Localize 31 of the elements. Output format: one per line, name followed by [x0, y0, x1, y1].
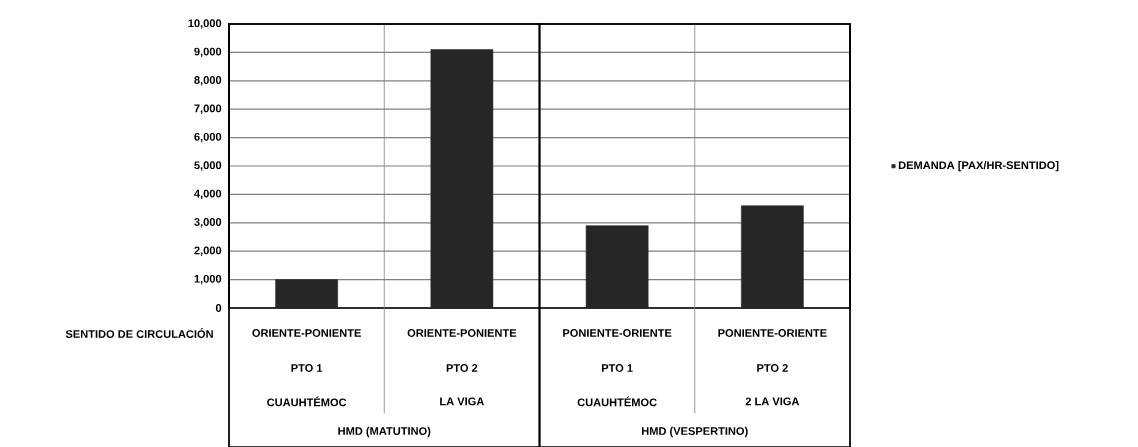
x-tick-label: ORIENTE-PONIENTE: [252, 329, 361, 337]
y-tick-label: 7,000: [194, 104, 222, 114]
text: 2 LA VIGA: [745, 397, 800, 406]
y-tick-label: 0: [215, 304, 222, 312]
legend-label: DEMANDA [PAX/HR-SENTIDO]: [898, 161, 1059, 172]
text: LA VIGA: [440, 397, 485, 406]
bar: [430, 49, 494, 309]
y-tick-label: 8,000: [194, 76, 222, 86]
text: PTO 1: [601, 364, 633, 372]
y-tick-label: 5,000: [194, 161, 222, 171]
text: PTO 1: [291, 364, 323, 372]
bar: [741, 205, 804, 309]
y-tick-label: 4,000: [194, 189, 222, 200]
bar: [275, 279, 338, 309]
bar: [585, 225, 649, 309]
text: PTO 2: [446, 364, 478, 372]
text: CUAUHTÉMOC: [267, 396, 347, 407]
x-axis-title: SENTIDO DE CIRCULACIÓN: [65, 328, 213, 338]
text: HMD (VESPERTINO): [641, 426, 748, 438]
y-tick-label: 1,000: [194, 274, 222, 285]
y-tick-label: 9,000: [194, 47, 222, 58]
x-tick-label: PONIENTE-ORIENTE: [718, 329, 827, 337]
text: CUAUHTÉMOC: [577, 396, 657, 407]
text: HMD (MATUTINO): [338, 426, 431, 438]
y-tick-label: 6,000: [194, 132, 222, 143]
y-tick-label: 10,000: [188, 19, 222, 29]
text: PTO 2: [757, 364, 788, 372]
y-tick-label: 2,000: [194, 246, 222, 256]
y-tick-label: 3,000: [194, 218, 222, 228]
x-tick-label: PONIENTE-ORIENTE: [563, 329, 672, 337]
x-tick-label: ORIENTE-PONIENTE: [407, 329, 517, 337]
